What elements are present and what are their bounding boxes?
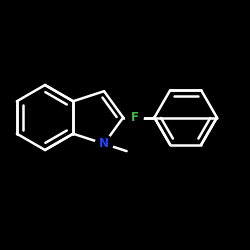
Text: N: N: [99, 137, 109, 150]
Text: F: F: [130, 111, 138, 124]
Circle shape: [95, 135, 113, 152]
Circle shape: [126, 109, 143, 126]
